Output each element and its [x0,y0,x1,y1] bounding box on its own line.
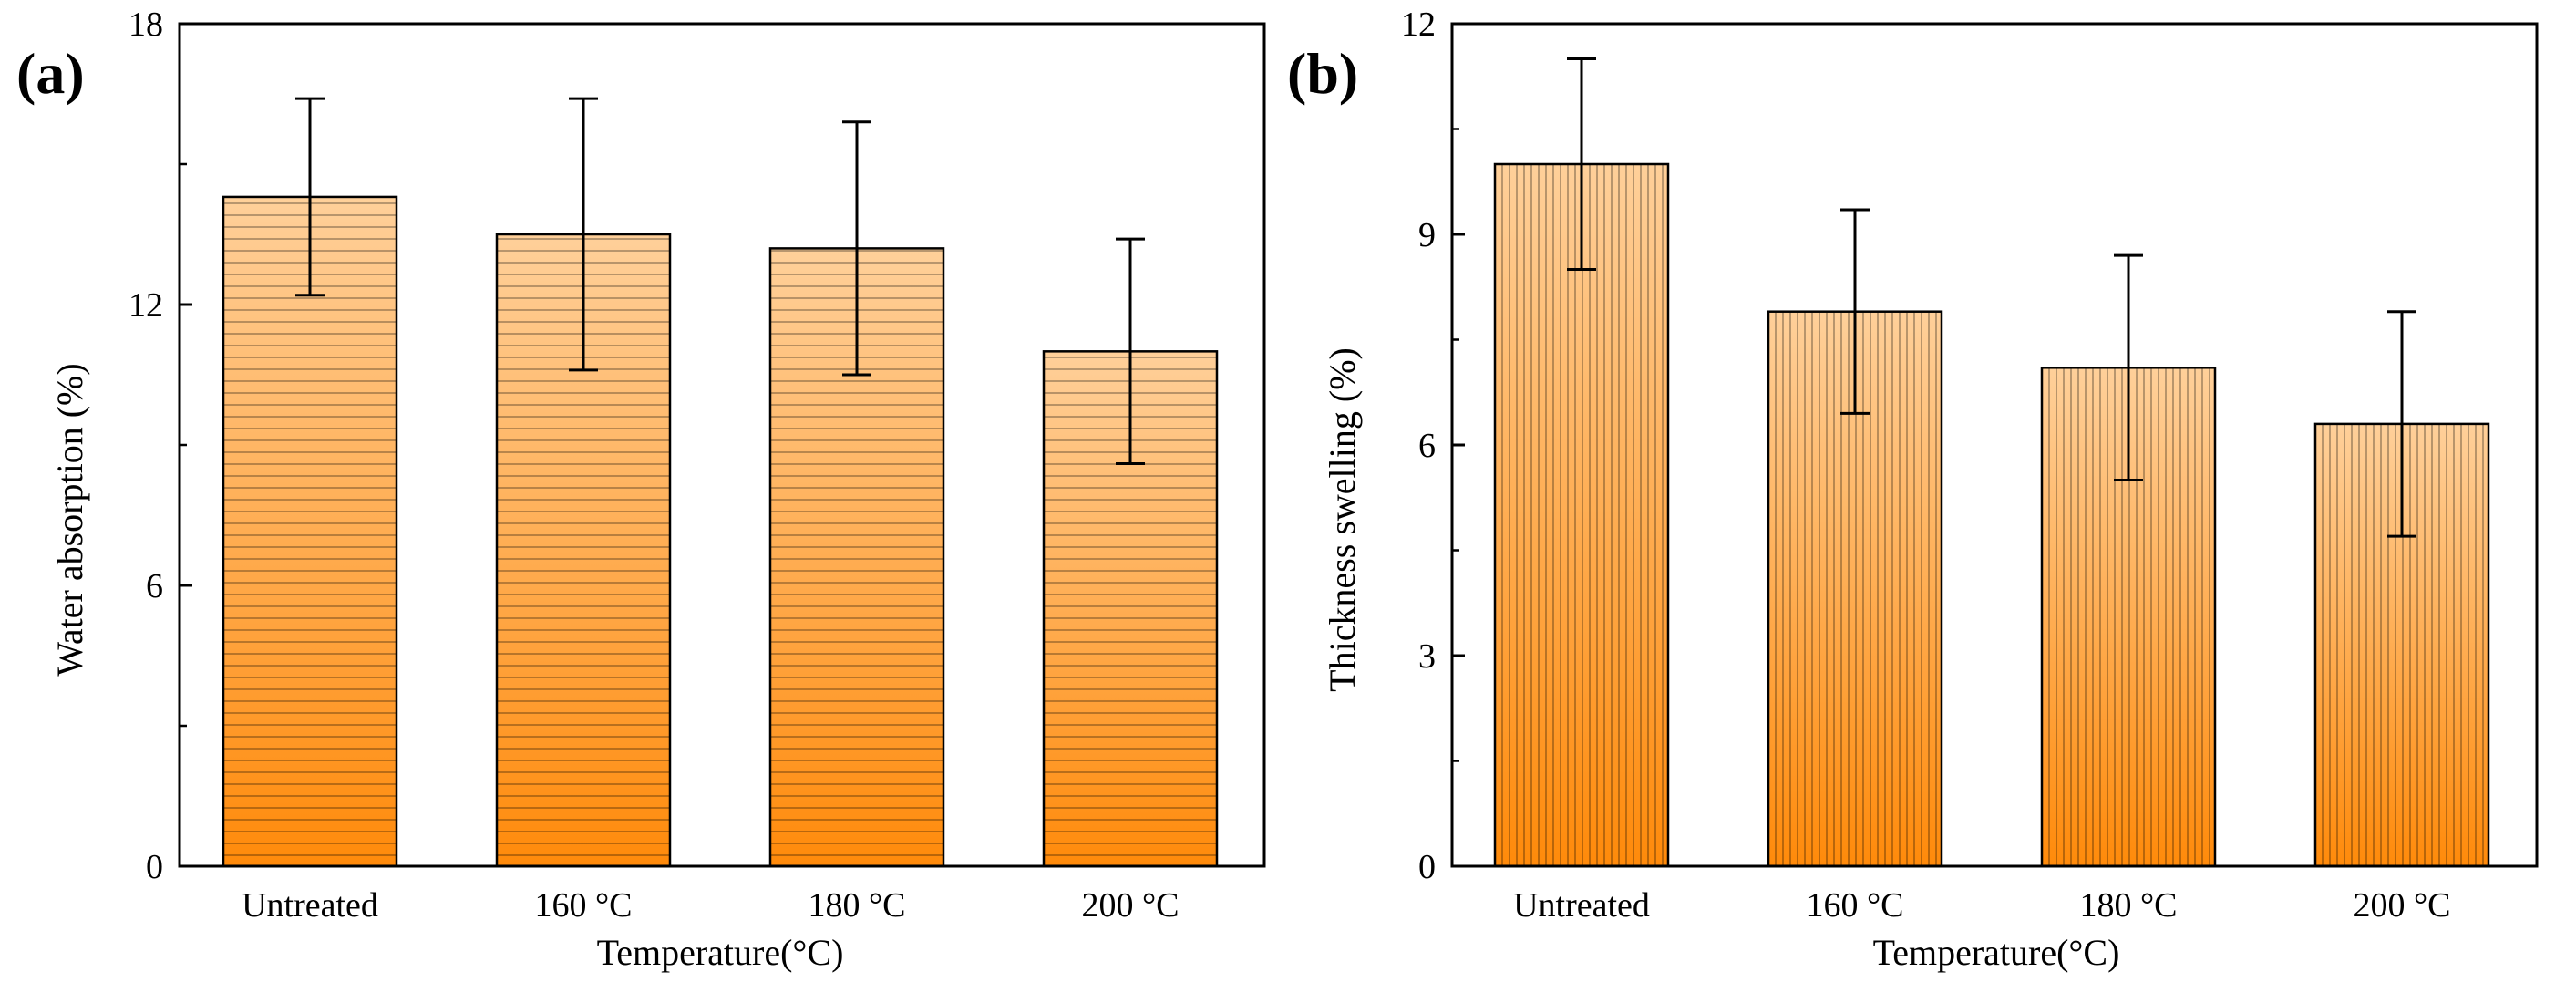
bar-group [222,195,398,868]
panel-label-b: (b) [1287,41,1358,106]
y-axis-title: Water absorption (%) [49,363,90,676]
bar-hatch [770,250,943,856]
bar-group [2040,367,2217,868]
x-tick-label: 180 °C [2079,886,2177,925]
water-absorption-chart: (a) Untreated 160 °C 180 °C 200 °C 0 6 12 18 Wa… [16,5,1266,973]
bar [223,196,397,866]
bar-hatch [1775,311,1937,866]
y-tick-label: 18 [129,5,163,44]
error-bar [2387,310,2416,538]
error-bar [295,97,325,297]
bar-hatch [2322,423,2484,866]
bar-hatch [497,238,670,856]
plot-area: Untreated 160 °C 180 °C 200 °C 0 3 6 9 12 [1401,5,2539,925]
error-bar [1567,57,1596,271]
bar-group [2313,422,2490,868]
bar-hatch [2048,367,2210,866]
bar-group [1493,162,1670,868]
y-tick-label: 6 [1418,427,1436,465]
y-axis-title: Thickness swelling (%) [1322,347,1363,692]
y-tick-label: 0 [1418,848,1436,886]
x-axis-title: Temperature(°C) [1873,932,2120,973]
x-tick-label: 200 °C [2353,886,2450,925]
x-tick-label: 200 °C [1081,886,1179,925]
thickness-swelling-chart: (b) Untreated 160 °C 180 °C 200 °C 0 3 6 9 12 Th… [1287,5,2539,973]
error-bar [569,97,598,372]
y-tick-label: 6 [146,567,163,605]
y-tick-label: 3 [1418,637,1436,676]
y-tick-label: 12 [1401,5,1436,44]
x-axis-title: Temperature(°C) [597,932,844,973]
x-tick-label: 160 °C [1806,886,1903,925]
panel-label-a: (a) [16,41,85,106]
x-tick-label: 160 °C [534,886,632,925]
error-bar [1840,208,1870,415]
error-bar [2114,253,2143,481]
y-tick-label: 0 [146,848,163,886]
x-tick-label: Untreated [1513,886,1650,925]
x-tick-label: Untreated [242,886,378,925]
error-bar [842,120,871,377]
y-tick-label: 9 [1418,216,1436,254]
plot-area: Untreated 160 °C 180 °C 200 °C 0 6 12 18 [129,5,1266,925]
bar-hatch [1501,164,1664,866]
y-tick-label: 12 [129,286,163,325]
x-tick-label: 180 °C [808,886,905,925]
bar-hatch [223,202,397,856]
error-bar [1116,237,1145,466]
